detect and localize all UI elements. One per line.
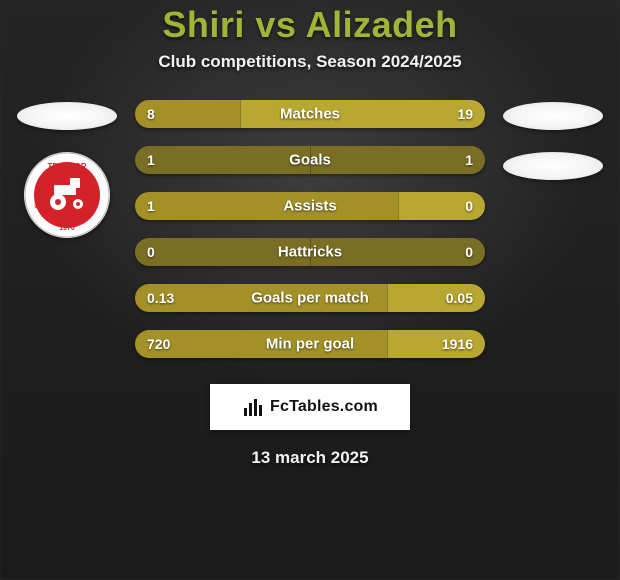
svg-text:TRACTOR: TRACTOR <box>48 162 87 171</box>
source-badge: FcTables.com <box>210 384 410 430</box>
stat-row-goals-per-match: 0.13Goals per match0.05 <box>135 284 485 312</box>
bars-icon <box>242 396 264 418</box>
stat-seg-right <box>310 238 485 266</box>
stat-seg-left <box>135 192 398 220</box>
stat-seg-right <box>387 284 485 312</box>
stat-seg-left <box>135 330 387 358</box>
stat-seg-right <box>240 100 485 128</box>
stat-seg-left <box>135 100 240 128</box>
source-label: FcTables.com <box>270 398 378 416</box>
svg-text:1970: 1970 <box>59 225 75 232</box>
stat-row-matches: 8Matches19 <box>135 100 485 128</box>
stat-seg-left <box>135 284 387 312</box>
tractor-club-icon: TRACTOR 1970 CLUB <box>24 152 110 238</box>
club-badge-left: TRACTOR 1970 CLUB <box>24 152 110 238</box>
stat-row-min-per-goal: 720Min per goal1916 <box>135 330 485 358</box>
player-photo-placeholder-left <box>17 102 117 130</box>
left-player-column: TRACTOR 1970 CLUB <box>17 100 117 238</box>
generation-date: 13 march 2025 <box>0 448 620 468</box>
stat-seg-right <box>398 192 486 220</box>
stat-row-assists: 1Assists0 <box>135 192 485 220</box>
page-title: Shiri vs Alizadeh <box>0 4 620 46</box>
player-photo-placeholder-right-2 <box>503 152 603 180</box>
stat-row-goals: 1Goals1 <box>135 146 485 174</box>
player-photo-placeholder-right-1 <box>503 102 603 130</box>
stat-seg-right <box>387 330 485 358</box>
stat-seg-left <box>135 146 310 174</box>
comparison-bars: 8Matches19 1Goals1 1Assists0 0Hattricks0 0.1… <box>135 100 485 358</box>
stat-seg-right <box>310 146 485 174</box>
right-player-column <box>503 100 603 180</box>
page-subtitle: Club competitions, Season 2024/2025 <box>0 52 620 72</box>
stat-row-hattricks: 0Hattricks0 <box>135 238 485 266</box>
stat-seg-left <box>135 238 310 266</box>
svg-text:CLUB: CLUB <box>35 191 41 208</box>
comparison-columns: TRACTOR 1970 CLUB 8Matche <box>0 100 620 358</box>
